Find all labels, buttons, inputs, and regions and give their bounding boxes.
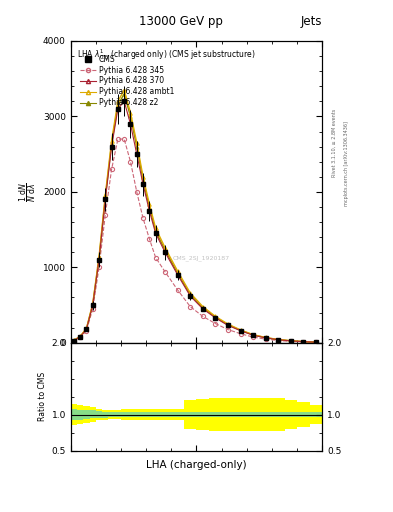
X-axis label: LHA (charged-only): LHA (charged-only)	[146, 460, 247, 470]
Text: CMS_2SJ_1920187: CMS_2SJ_1920187	[173, 255, 230, 261]
Y-axis label: Ratio to CMS: Ratio to CMS	[39, 372, 47, 421]
Text: Jets: Jets	[301, 15, 322, 28]
Text: mcplots.cern.ch [arXiv:1306.3436]: mcplots.cern.ch [arXiv:1306.3436]	[344, 121, 349, 206]
Y-axis label: $\frac{1}{N}\frac{\mathrm{d}N}{\mathrm{d}\lambda}$: $\frac{1}{N}\frac{\mathrm{d}N}{\mathrm{d…	[17, 182, 39, 202]
Text: Rivet 3.1.10, ≥ 2.8M events: Rivet 3.1.10, ≥ 2.8M events	[332, 109, 337, 178]
Text: LHA $\lambda^1_{0.5}$ (charged only) (CMS jet substructure): LHA $\lambda^1_{0.5}$ (charged only) (CM…	[77, 47, 255, 62]
Text: 13000 GeV pp: 13000 GeV pp	[139, 15, 223, 28]
Legend: CMS, Pythia 6.428 345, Pythia 6.428 370, Pythia 6.428 ambt1, Pythia 6.428 z2: CMS, Pythia 6.428 345, Pythia 6.428 370,…	[80, 54, 175, 108]
